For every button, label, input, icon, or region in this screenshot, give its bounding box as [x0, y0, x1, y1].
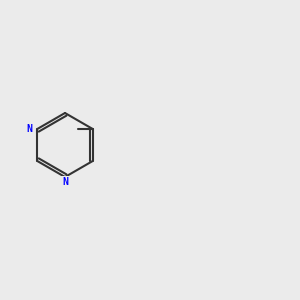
- Text: N: N: [26, 124, 32, 134]
- Text: N: N: [62, 177, 68, 187]
